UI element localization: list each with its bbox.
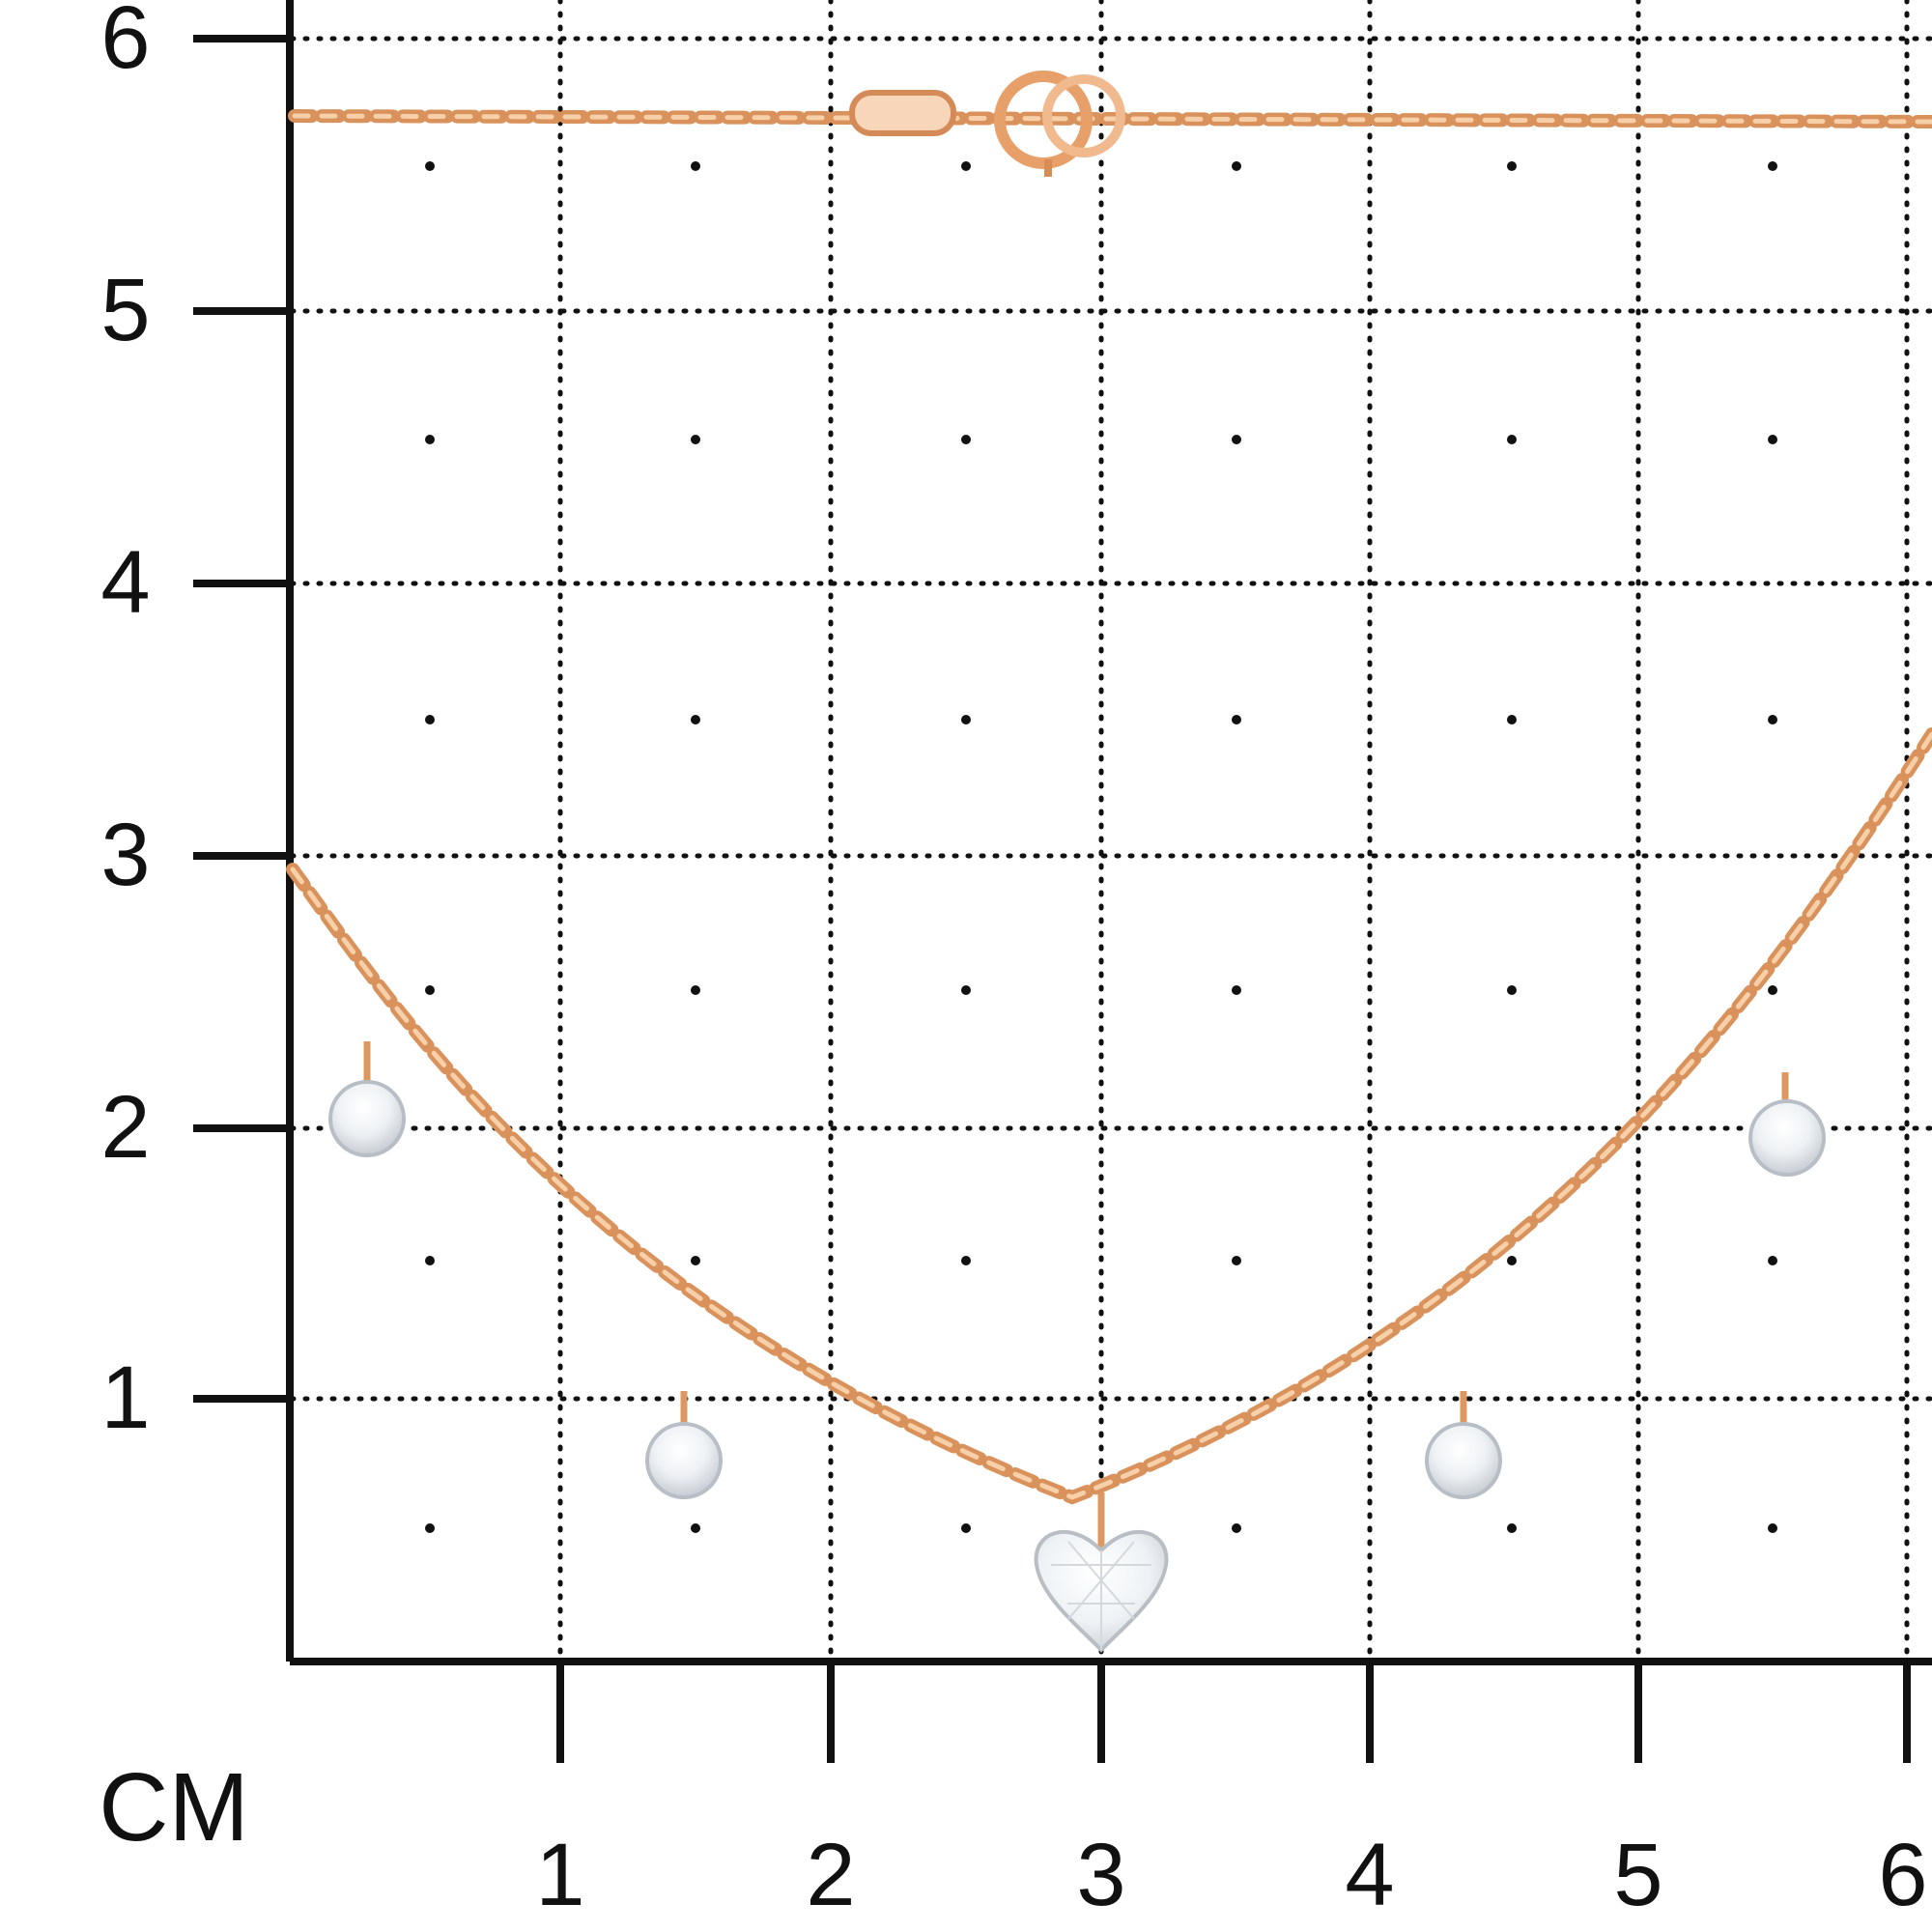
y-label-5: 5 [100,261,150,359]
round-stone [1748,1099,1826,1177]
grid-center-dot [961,1523,971,1533]
x-label-5: 5 [1613,1826,1662,1924]
x-label-3: 3 [1076,1826,1125,1924]
grid-center-dot [1507,985,1517,995]
grid-center-dot [691,435,700,444]
grid-center-dot [691,1523,700,1533]
x-label-4: 4 [1345,1826,1394,1924]
grid-center-dot [1232,1523,1241,1533]
clasp-ring-small [1042,74,1125,157]
x-axis-ticks [556,1663,1911,1763]
grid-center-dot [1232,161,1241,171]
y-axis-labels: 6 5 4 3 2 1 [100,0,150,1447]
grid-center-dot [691,1256,700,1265]
y-axis-ticks [193,35,290,1403]
grid-center-dot [1507,435,1517,444]
clasp-ring-large [994,71,1093,169]
grid-center-dot [1768,715,1777,724]
pendant-round-left-lower [645,1391,723,1499]
grid-center-dot [691,985,700,995]
grid-center-dot [1768,1523,1777,1533]
grid-center-dot [425,161,435,171]
grid-center-dot [961,435,971,444]
grid-center-dot [961,715,971,724]
dotted-grid [289,0,1932,1662]
grid-center-dot [1232,715,1241,724]
grid-center-dot [1507,715,1517,724]
grid-center-dot [1507,161,1517,171]
grid-center-dot [961,985,971,995]
y-label-3: 3 [100,806,150,904]
x-label-2: 2 [806,1826,855,1924]
grid-center-dot [1232,435,1241,444]
grid-center-dot [1768,435,1777,444]
clasp-bar [849,90,956,136]
axes [193,0,1932,1763]
y-label-4: 4 [100,533,150,632]
pendant-round-right-lower [1425,1391,1502,1499]
round-stone [328,1080,406,1157]
x-label-1: 1 [535,1826,584,1924]
grid-center-dot [691,715,700,724]
y-label-6: 6 [100,0,150,87]
grid-center-dot [1768,161,1777,171]
grid-center-dot [1768,985,1777,995]
heart-facets [1051,1541,1151,1650]
y-label-1: 1 [100,1349,150,1447]
grid-center-dot [425,1523,435,1533]
x-axis-labels: 1 2 3 4 5 6 [535,1826,1927,1924]
round-stone [645,1422,723,1499]
grid-center-dot [425,715,435,724]
unit-label: CM [99,1753,249,1861]
round-stone [1425,1422,1502,1499]
lower-chain-shadow [286,727,1932,1505]
grid-center-dot [425,1256,435,1265]
grid-center-dot [961,1256,971,1265]
grid-center-dot [425,435,435,444]
top-chain-highlight [292,113,1932,125]
grid-center-dot [961,161,971,171]
pendant-round-left-upper [328,1041,406,1157]
grid-center-dot [1768,1256,1777,1265]
grid-center-dot [1507,1256,1517,1265]
pendant-heart [1034,1492,1169,1653]
grid-center-dot [1507,1523,1517,1533]
grid-center-dot [691,161,700,171]
grid-center-dot [1232,985,1241,995]
necklace [286,71,1932,1653]
grid-center-dot [425,985,435,995]
pendant-round-right-upper [1748,1072,1826,1177]
grid-center-dot [1232,1256,1241,1265]
lower-chain-highlight [290,731,1932,1500]
y-label-2: 2 [100,1078,150,1177]
x-label-6: 6 [1878,1826,1927,1924]
